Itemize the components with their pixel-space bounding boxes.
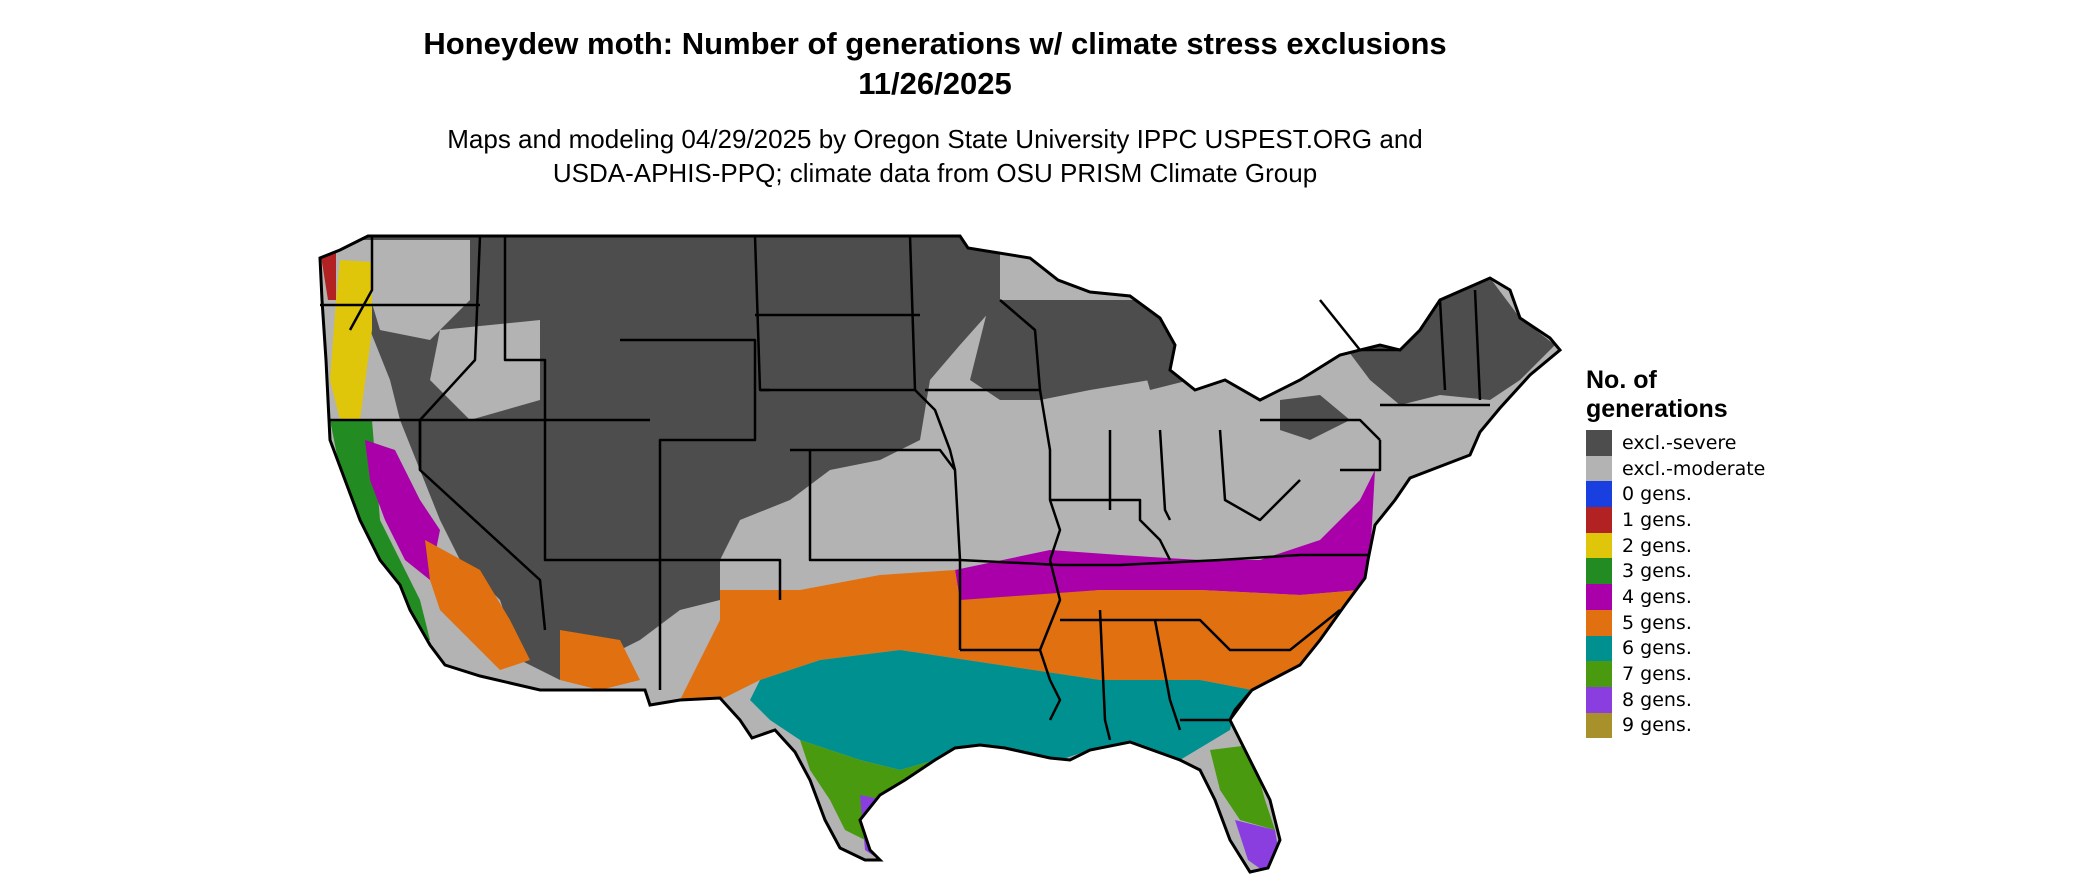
- map-subtitle-line2: USDA-APHIS-PPQ; climate data from OSU PR…: [552, 158, 1318, 188]
- legend-swatch: [1586, 558, 1612, 585]
- legend-title-line2: generations: [1586, 395, 1728, 423]
- legend-item: 6 gens.: [1586, 635, 1765, 662]
- legend-item: 1 gens.: [1586, 507, 1765, 533]
- us-generations-map: [318, 234, 1562, 874]
- legend-swatch: [1586, 430, 1612, 456]
- legend-item: 7 gens.: [1586, 661, 1765, 687]
- legend-item: excl.-moderate: [1586, 455, 1766, 482]
- legend-label: 1 gens.: [1622, 508, 1692, 531]
- legend-swatch: [1586, 635, 1612, 662]
- legend-swatch: [1586, 532, 1612, 559]
- legend-item: 4 gens.: [1586, 584, 1765, 610]
- legend-item: 3 gens.: [1586, 558, 1765, 585]
- legend-label: 6 gens.: [1622, 637, 1692, 660]
- legend-label: 7 gens.: [1622, 663, 1692, 686]
- legend-swatch: [1586, 584, 1612, 610]
- legend-label: 5 gens.: [1622, 611, 1692, 634]
- legend-item: 8 gens.: [1586, 686, 1765, 713]
- legend-label: 0 gens.: [1622, 483, 1692, 506]
- legend-label: excl.-moderate: [1622, 457, 1766, 480]
- legend-swatch: [1586, 661, 1612, 687]
- legend-label: 9 gens.: [1622, 714, 1692, 737]
- legend-item: 9 gens.: [1586, 712, 1765, 739]
- legend-swatch: [1586, 609, 1612, 636]
- legend: No. of generations excl.-severe excl.-mod…: [1586, 366, 1766, 739]
- legend-title: No. of generations: [1586, 366, 1765, 424]
- legend-item: excl.-severe: [1586, 430, 1765, 456]
- map-title: Honeydew moth: Number of generations w/ …: [423, 26, 1447, 61]
- legend-swatch: [1586, 686, 1612, 713]
- legend-item: 5 gens.: [1586, 609, 1765, 636]
- map-date: 11/26/2025: [858, 66, 1012, 101]
- legend-swatch: [1586, 507, 1612, 533]
- legend-label: 2 gens.: [1622, 534, 1692, 557]
- legend-label: 4 gens.: [1622, 585, 1692, 608]
- legend-items: excl.-severe excl.-moderate 0 gens. 1 gens.…: [1586, 430, 1766, 739]
- legend-swatch: [1586, 712, 1612, 739]
- legend-swatch: [1586, 455, 1612, 482]
- legend-swatch: [1586, 481, 1612, 508]
- map-subtitle-line1: Maps and modeling 04/29/2025 by Oregon S…: [447, 124, 1423, 154]
- legend-item: 0 gens.: [1586, 481, 1765, 508]
- legend-title-line1: No. of: [1586, 366, 1657, 394]
- legend-label: 8 gens.: [1622, 688, 1692, 711]
- legend-item: 2 gens.: [1586, 532, 1765, 559]
- legend-label: excl.-severe: [1622, 431, 1737, 454]
- legend-label: 3 gens.: [1622, 560, 1692, 583]
